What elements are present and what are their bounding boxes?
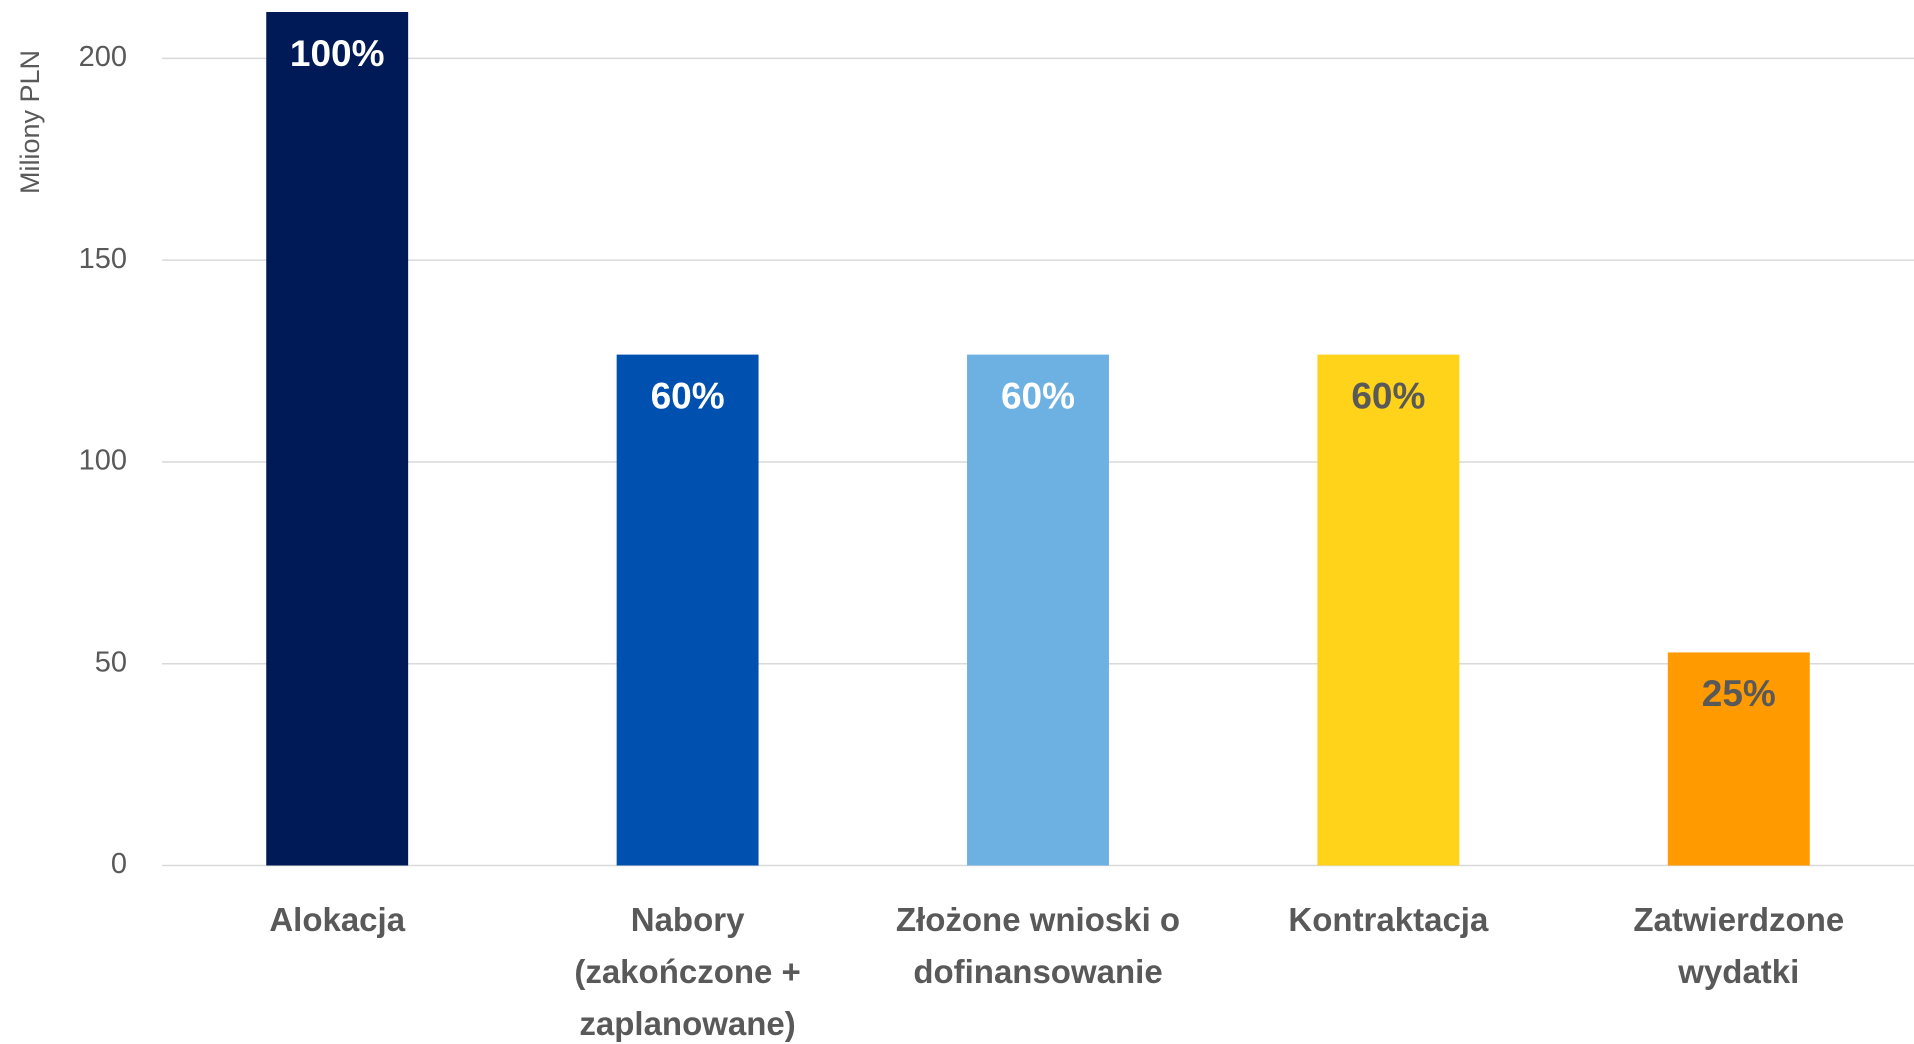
y-tick-label: 0 <box>111 848 127 880</box>
y-tick-label: 150 <box>79 243 127 275</box>
x-tick-label: Złożone wnioski o dofinansowanie <box>895 901 1181 990</box>
data-label: 60% <box>1001 375 1075 416</box>
data-label: 60% <box>1351 375 1425 416</box>
bar <box>266 12 409 866</box>
y-tick-label: 50 <box>95 646 127 678</box>
bar <box>616 354 759 866</box>
y-tick-label: 200 <box>79 41 127 73</box>
x-tick-label: Alokacja <box>269 901 406 938</box>
bar <box>967 354 1109 866</box>
y-tick-label: 100 <box>79 445 127 477</box>
x-tick-label: Kontraktacja <box>1288 901 1489 938</box>
x-tick-label: Nabory (zakończone + zaplanowane) <box>574 901 801 1042</box>
data-label: 25% <box>1702 673 1776 714</box>
bar <box>1317 354 1460 866</box>
bar <box>1667 652 1810 866</box>
y-axis-title: Miliony PLN <box>15 50 45 194</box>
data-label: 60% <box>651 375 725 416</box>
data-label: 100% <box>290 33 385 74</box>
x-tick-label: Zatwierdzone wydatki <box>1633 901 1845 990</box>
